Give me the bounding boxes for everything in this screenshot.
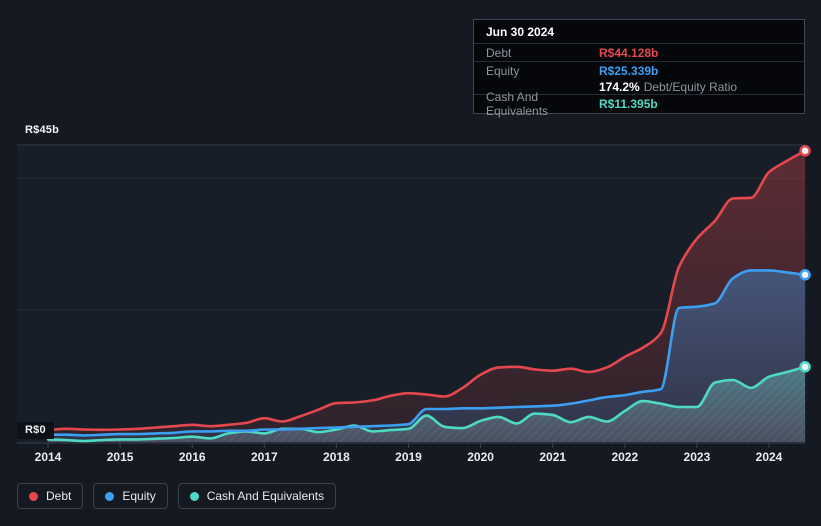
x-axis-year-label: 2014 (35, 450, 62, 464)
x-axis-year-label: 2023 (684, 450, 711, 464)
legend-item-cash[interactable]: Cash And Equivalents (177, 483, 337, 509)
tooltip-ratio-row: 174.2% Debt/Equity Ratio (474, 79, 804, 94)
tooltip-equity-value: R$25.339b (599, 63, 659, 78)
tooltip-date: Jun 30 2024 (486, 25, 555, 39)
tooltip-equity-label: Equity (486, 63, 520, 78)
legend: Debt Equity Cash And Equivalents (17, 483, 337, 509)
x-axis-year-label: 2020 (467, 450, 494, 464)
cash-and-equivalents-line (46, 365, 807, 443)
debt-series-dot-icon (29, 491, 38, 501)
debt-area (48, 150, 806, 443)
x-axis-year-label: 2018 (323, 450, 350, 464)
tooltip-debt-row: Debt R$44.128b (474, 43, 804, 61)
legend-equity-label: Equity (122, 489, 156, 503)
tooltip-debt-label: Debt (486, 45, 512, 60)
x-axis-year-label: 2022 (611, 450, 638, 464)
tooltip-cash-row: Cash And Equivalents R$11.395b (474, 90, 804, 118)
legend-debt-label: Debt (46, 489, 72, 503)
x-axis-year-label: 2024 (756, 450, 783, 464)
legend-item-debt[interactable]: Debt (17, 483, 84, 509)
debt-marker-icon (799, 145, 811, 157)
cash-and-equivalents-marker-icon (799, 361, 811, 373)
x-axis-year-label: 2021 (539, 450, 566, 464)
equity-series-dot-icon (105, 491, 115, 501)
equity-area (48, 270, 806, 442)
equity-line (46, 269, 807, 437)
legend-cash-label: Cash And Equivalents (206, 489, 325, 503)
tooltip-cash-label: Cash And Equivalents (486, 90, 549, 118)
hover-tooltip: Jun 30 2024 Debt R$44.128b Equity R$25.3… (473, 19, 805, 118)
tooltip-debt-value: R$44.128b (599, 45, 659, 60)
legend-item-equity[interactable]: Equity (93, 483, 168, 509)
y-axis-max-label: R$45b (25, 124, 60, 136)
tooltip-equity-row: Equity R$25.339b (474, 61, 804, 79)
x-axis-year-label: 2015 (107, 450, 134, 464)
tooltip-cash-value: R$11.395b (599, 97, 658, 111)
cash-series-dot-icon (189, 491, 199, 501)
y-axis-zero-label: R$0 (17, 422, 54, 439)
x-axis-year-label: 2016 (179, 450, 206, 464)
tooltip-ratio-label: Debt/Equity Ratio (643, 79, 738, 94)
equity-marker-icon (799, 269, 811, 281)
x-axis-year-label: 2017 (251, 450, 278, 464)
x-axis-year-label: 2019 (395, 450, 422, 464)
tooltip-ratio-value: 174.2% (599, 79, 640, 94)
debt-line (46, 149, 807, 432)
